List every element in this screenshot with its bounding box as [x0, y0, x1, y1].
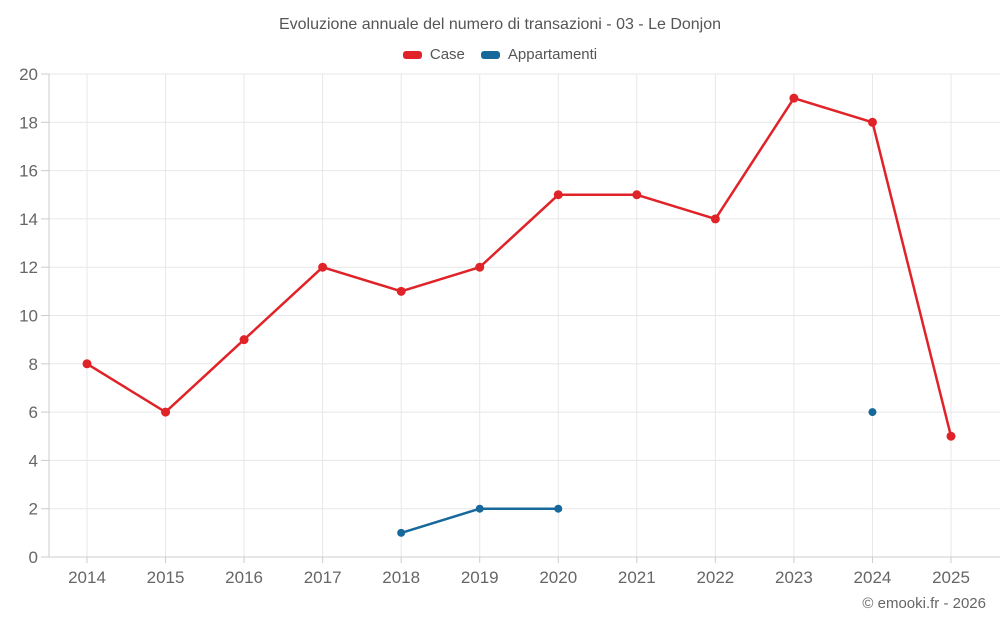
y-tick-label-6: 6	[29, 403, 38, 422]
x-tick-label-2025: 2025	[932, 568, 970, 587]
y-tick-label-14: 14	[19, 210, 38, 229]
y-tick-label-12: 12	[19, 258, 38, 277]
legend-label-case: Case	[429, 46, 465, 63]
data-point-case-2020[interactable]	[553, 190, 563, 200]
data-point-case-2014[interactable]	[82, 359, 92, 369]
chart-title: Evoluzione annuale del numero di transaz…	[278, 16, 722, 33]
data-point-case-2015[interactable]	[161, 407, 171, 417]
y-tick-label-0: 0	[29, 548, 38, 567]
y-tick-label-4: 4	[29, 451, 38, 470]
legend-item-case[interactable]: Case	[402, 46, 465, 63]
data-point-case-2017[interactable]	[318, 262, 328, 272]
legend-swatch-case	[402, 50, 422, 59]
x-tick-label-2018: 2018	[382, 568, 420, 587]
data-point-case-2025[interactable]	[946, 431, 956, 441]
y-tick-label-8: 8	[29, 355, 38, 374]
data-point-case-2024[interactable]	[867, 117, 877, 127]
series-case	[82, 93, 956, 441]
data-point-appartamenti-2024[interactable]	[868, 408, 877, 417]
x-tick-label-2021: 2021	[618, 568, 656, 587]
x-tick-label-2023: 2023	[775, 568, 813, 587]
y-tick-label-18: 18	[19, 113, 38, 132]
x-tick-label-2024: 2024	[854, 568, 892, 587]
x-tick-label-2015: 2015	[147, 568, 185, 587]
y-tick-label-16: 16	[19, 162, 38, 181]
x-tick-label-2016: 2016	[225, 568, 263, 587]
data-point-appartamenti-2019[interactable]	[475, 504, 484, 513]
data-point-appartamenti-2018[interactable]	[397, 528, 406, 537]
legend-item-appartamenti[interactable]: Appartamenti	[480, 46, 598, 63]
series-line-case	[85, 96, 953, 438]
x-tick-label-2019: 2019	[461, 568, 499, 587]
data-point-case-2022[interactable]	[710, 214, 720, 224]
y-tick-label-10: 10	[19, 307, 38, 326]
x-tick-label-2014: 2014	[68, 568, 106, 587]
data-point-case-2018[interactable]	[396, 286, 406, 296]
chart-legend: Case Appartamenti	[0, 46, 1000, 63]
copyright-footer: © emooki.fr - 2026	[862, 595, 986, 612]
legend-swatch-appartamenti	[480, 50, 500, 59]
x-tick-label-2022: 2022	[696, 568, 734, 587]
data-point-case-2016[interactable]	[239, 335, 249, 345]
x-tick-label-2020: 2020	[539, 568, 577, 587]
x-tick-label-2017: 2017	[304, 568, 342, 587]
data-point-appartamenti-2020[interactable]	[554, 504, 563, 513]
series-appartamenti	[397, 408, 877, 537]
data-point-case-2019[interactable]	[475, 262, 485, 272]
y-tick-label-20: 20	[19, 65, 38, 84]
y-tick-label-2: 2	[29, 500, 38, 519]
data-point-case-2023[interactable]	[789, 93, 799, 103]
data-point-case-2021[interactable]	[632, 190, 642, 200]
legend-label-appartamenti: Appartamenti	[507, 46, 598, 63]
